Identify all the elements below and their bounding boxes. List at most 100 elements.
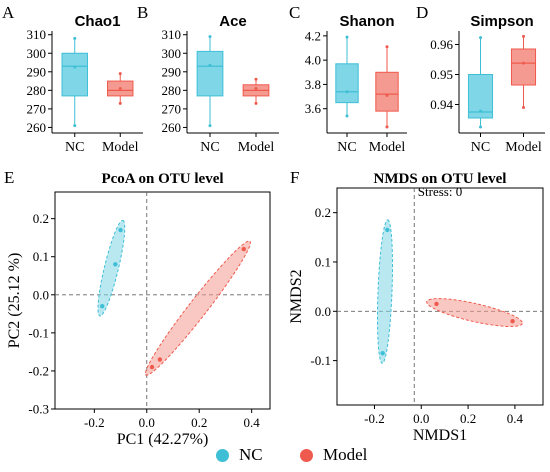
point-nc — [380, 351, 385, 356]
x-tick-label: Model — [505, 140, 542, 155]
x-tick-label: -0.2 — [364, 411, 385, 426]
y-tick-label: 4.0 — [305, 53, 321, 68]
min-point — [73, 124, 77, 128]
y-tick-label: 0.95 — [430, 67, 453, 82]
point-model — [434, 301, 439, 307]
panel-d-simpson-boxplot: D Simpson 0.94 0.95 0.96 NC Model — [416, 3, 545, 155]
point-nc — [385, 227, 390, 233]
x-tick-label: Model — [102, 140, 139, 155]
panel-subtitle: Stress: 0 — [418, 184, 462, 199]
max-point — [73, 36, 77, 40]
y-tick-label: 0.2 — [33, 211, 49, 226]
x-tick-label: 0.4 — [507, 411, 524, 426]
legend-item-model: Model — [300, 440, 367, 470]
x-axis-title: PC1 (42.27%) — [117, 431, 209, 448]
max-point — [254, 77, 258, 81]
panel-title: Simpson — [470, 13, 533, 30]
max-point — [345, 35, 349, 39]
y-tick-label: 0.1 — [33, 249, 49, 264]
plot-frame — [336, 187, 544, 406]
max-point — [522, 34, 525, 38]
min-point — [118, 101, 122, 105]
y-tick-label: 260 — [27, 120, 47, 135]
mean-point — [208, 63, 212, 67]
point-nc — [118, 227, 123, 233]
box-nc — [61, 52, 88, 97]
y-tick-label: 0.0 — [33, 287, 49, 302]
confidence-ellipse-nc — [376, 219, 393, 364]
legend-marker-model — [300, 448, 313, 462]
panel-e-pcoa-scatter: E PcoA on OTU level -0.2 0.0 0.2 0.4 -0.3 -0.2 -… — [4, 168, 271, 448]
min-point — [385, 125, 389, 129]
panel-title: NMDS on OTU level — [374, 171, 507, 187]
confidence-ellipse-nc — [97, 219, 126, 317]
y-tick-label: 260 — [162, 120, 182, 135]
y-axis-title: PC2 (25.12 %) — [6, 253, 23, 349]
y-tick-label: 290 — [162, 64, 182, 79]
min-point — [345, 114, 349, 118]
mean-point — [345, 90, 349, 94]
y-axis-title: NMDS2 — [288, 269, 305, 323]
y-tick-label: 280 — [162, 83, 182, 98]
mean-point — [73, 65, 77, 69]
y-tick-label: 300 — [27, 46, 47, 61]
max-point — [479, 36, 482, 40]
y-tick-label: -0.1 — [28, 325, 49, 340]
x-tick-label: 0.2 — [460, 411, 476, 426]
min-point — [208, 124, 212, 128]
y-tick-label: 0.1 — [315, 254, 331, 269]
point-model — [149, 364, 155, 370]
point-nc — [113, 262, 118, 267]
panel-title: Ace — [219, 13, 247, 30]
panel-a-chao1-boxplot: A Chao1 260 270 280 290 300 310 NC Model — [2, 3, 143, 155]
max-point — [118, 72, 122, 76]
y-tick-label: 0.94 — [430, 97, 453, 112]
panel-letter: E — [4, 168, 14, 187]
y-tick-label: 0.96 — [430, 37, 453, 52]
legend-label-nc: NC — [239, 445, 263, 464]
box-model — [375, 71, 399, 112]
x-axis-title: NMDS1 — [413, 427, 467, 444]
x-tick-label: Model — [369, 140, 406, 155]
y-tick-label: 3.8 — [305, 77, 321, 92]
legend-marker-nc — [216, 448, 229, 462]
mean-point — [522, 61, 525, 65]
y-tick-label: 310 — [27, 27, 47, 42]
y-tick-label: -0.2 — [28, 363, 49, 378]
panel-letter: A — [2, 3, 15, 22]
x-tick-label: NC — [337, 140, 356, 155]
y-tick-label: 290 — [27, 64, 47, 79]
min-point — [522, 106, 525, 109]
x-tick-label: 0.2 — [191, 415, 207, 430]
y-tick-label: 0.2 — [315, 205, 331, 220]
y-tick-label: 310 — [162, 27, 182, 42]
mean-point — [118, 86, 122, 90]
panel-letter: D — [416, 3, 428, 22]
panel-letter: B — [137, 3, 148, 22]
legend-label-model: Model — [323, 445, 368, 464]
x-tick-label: 0.0 — [413, 411, 429, 426]
point-model — [157, 357, 163, 362]
x-tick-label: NC — [65, 140, 84, 155]
x-tick-label: 0.0 — [139, 415, 155, 430]
panel-b-ace-boxplot: B Ace 260 270 280 290 300 310 NC Model — [137, 3, 279, 155]
mean-point — [254, 86, 258, 90]
legend-item-nc: NC — [216, 440, 263, 470]
x-tick-label: NC — [200, 140, 219, 155]
x-tick-label: Model — [238, 140, 275, 155]
y-tick-label: 300 — [162, 46, 182, 61]
y-tick-label: 0.0 — [315, 304, 331, 319]
max-point — [385, 45, 389, 49]
x-tick-label: 0.4 — [244, 415, 261, 430]
panel-letter: F — [290, 168, 299, 187]
legend: NC Model — [0, 440, 550, 470]
y-tick-label: 4.2 — [305, 28, 321, 43]
x-tick-label: NC — [471, 140, 490, 155]
panel-letter: C — [289, 3, 300, 22]
point-model — [241, 246, 246, 252]
panel-title: PcoA on OTU level — [101, 171, 223, 187]
mean-point — [385, 93, 389, 97]
y-tick-label: 280 — [27, 83, 47, 98]
panel-c-shanon-boxplot: C Shanon 3.6 3.8 4.0 4.2 NC Model — [289, 3, 407, 155]
